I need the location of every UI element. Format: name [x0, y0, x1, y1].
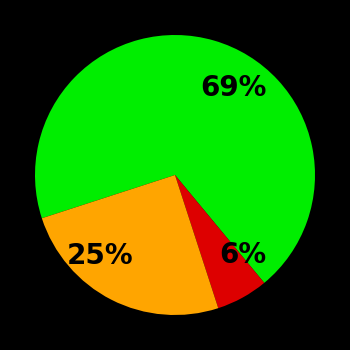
Wedge shape — [175, 175, 264, 308]
Text: 6%: 6% — [219, 241, 266, 269]
Text: 25%: 25% — [67, 242, 134, 270]
Wedge shape — [35, 35, 315, 283]
Text: 69%: 69% — [201, 74, 267, 102]
Wedge shape — [42, 175, 218, 315]
